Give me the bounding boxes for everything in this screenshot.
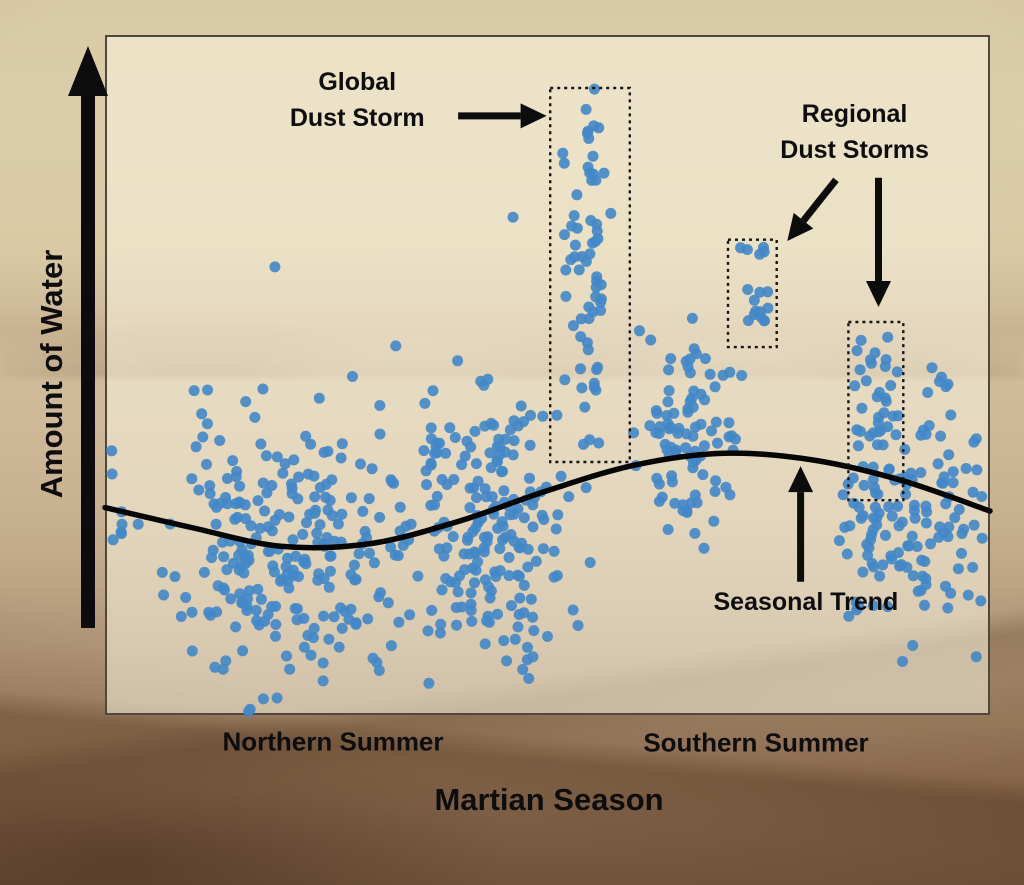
- y-axis-label: Amount of Water: [34, 249, 69, 499]
- plot-area: [105, 35, 990, 715]
- annotation-arrows: [458, 103, 891, 582]
- annotation-regional-dust-storms: Regional Dust Storms: [780, 99, 929, 164]
- x-axis-label: Martian Season: [434, 782, 664, 817]
- x-tick-northern-summer: Northern Summer: [222, 726, 444, 757]
- seasonal-trend-line: [102, 450, 993, 551]
- annotation-global-dust-storm: Global Dust Storm: [289, 67, 425, 132]
- scatter-points: [106, 83, 988, 717]
- dust-storm-boxes: [549, 86, 905, 502]
- y-axis-arrow: [68, 46, 108, 628]
- annotation-seasonal-trend: Seasonal Trend: [713, 587, 899, 616]
- x-tick-southern-summer: Southern Summer: [643, 727, 869, 758]
